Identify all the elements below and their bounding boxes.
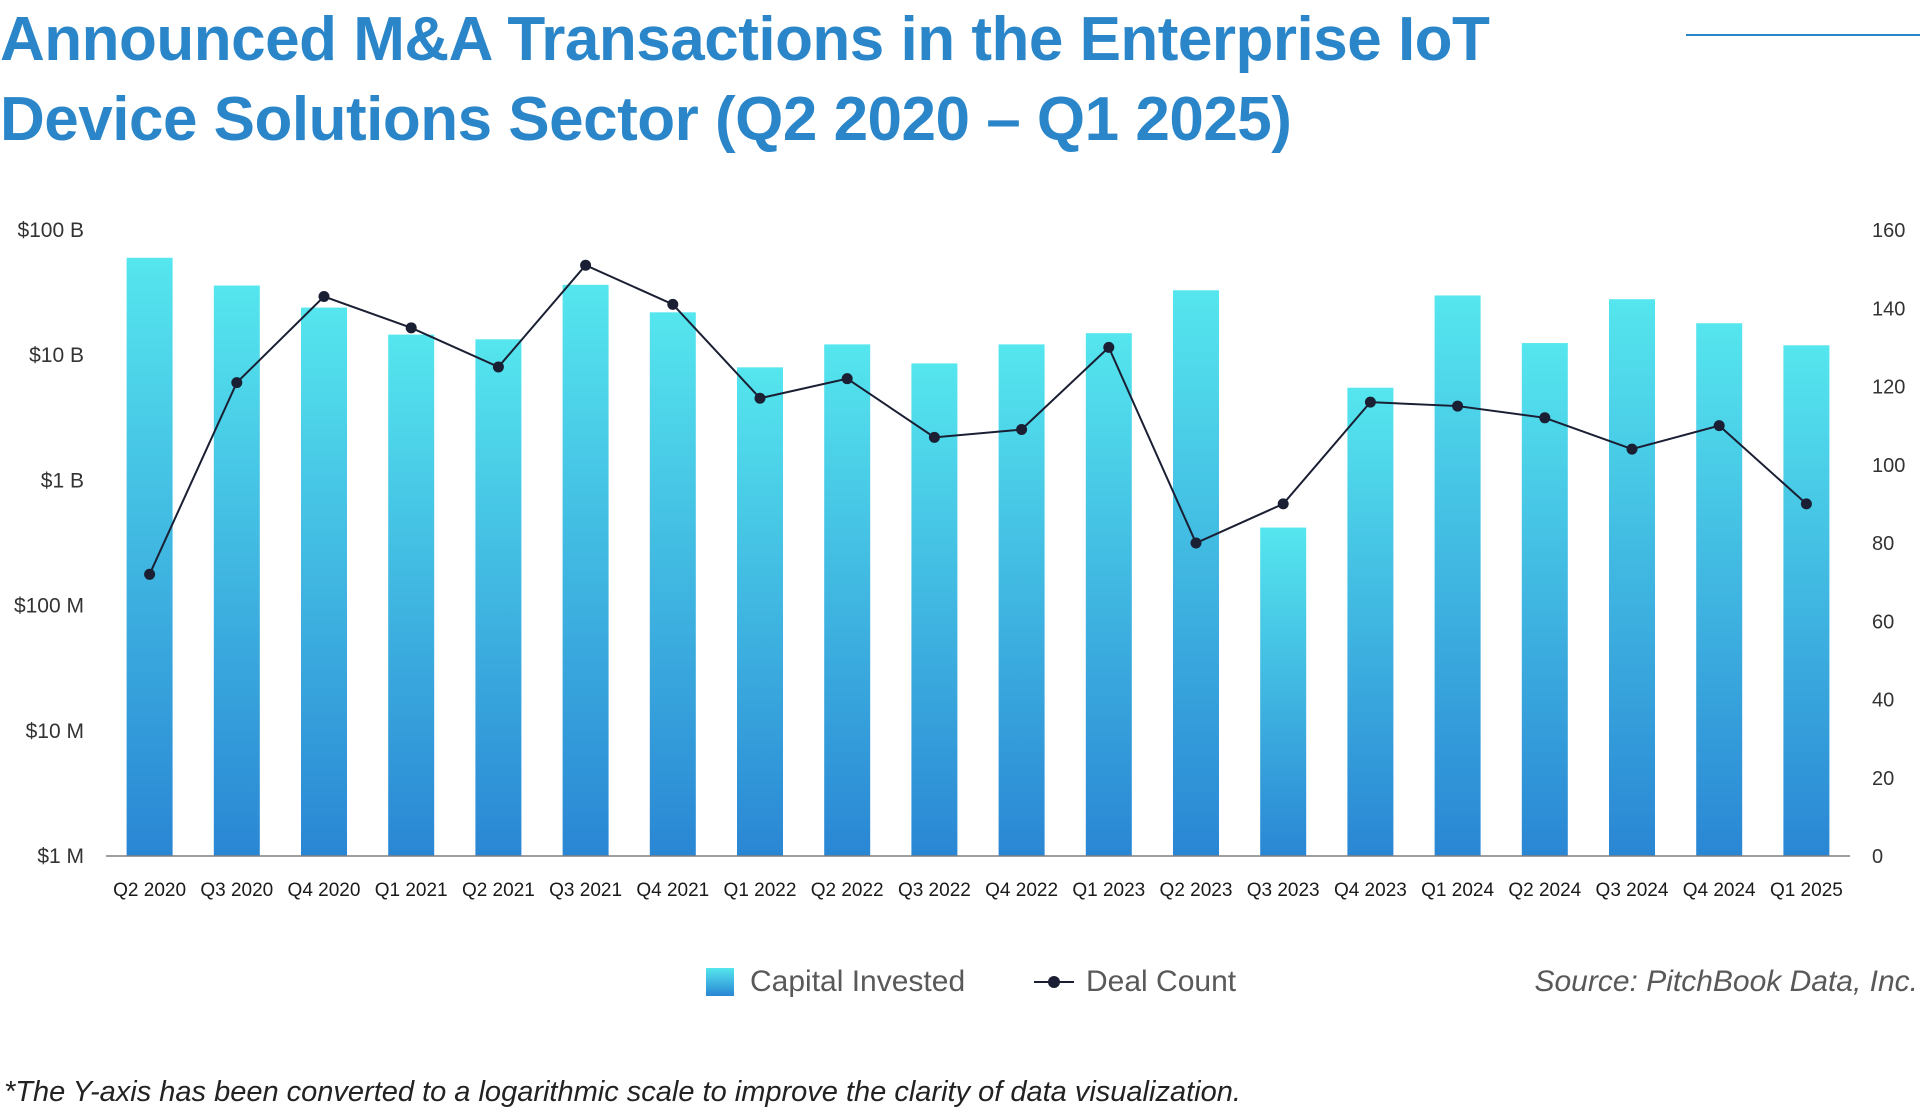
bar-q3-2021	[562, 284, 609, 857]
deal-point-q3-2024	[1626, 443, 1638, 455]
bar-q3-2020	[213, 285, 260, 857]
y2-tick-label: 0	[1872, 846, 1883, 868]
deal-point-q4-2023	[1364, 396, 1376, 408]
x-tick-label: Q4 2020	[288, 880, 361, 901]
x-tick-label: Q2 2022	[811, 880, 884, 901]
x-tick-label: Q1 2022	[724, 880, 797, 901]
x-tick-label: Q3 2021	[549, 880, 622, 901]
bar-q2-2021	[475, 339, 522, 856]
deal-point-q4-2024	[1713, 420, 1725, 432]
deal-point-q2-2021	[492, 361, 504, 373]
x-tick-label: Q1 2023	[1072, 880, 1145, 901]
y2-tick-label: 40	[1872, 690, 1894, 712]
y-tick-label: $10 M	[26, 720, 84, 743]
x-tick-label: Q1 2025	[1770, 880, 1843, 901]
bar-q2-2022	[824, 344, 871, 856]
y2-tick-label: 20	[1872, 768, 1894, 790]
x-tick-label: Q3 2020	[200, 880, 273, 901]
x-tick-label: Q4 2024	[1683, 880, 1756, 901]
bar-q4-2024	[1696, 323, 1743, 856]
combo-chart: $1 M $10 M $100 M $1 B $10 B $100 B 0 20 40 60 80…	[14, 219, 1905, 901]
bar-q4-2023	[1347, 387, 1394, 856]
legend-label-capital-invested: Capital Invested	[750, 965, 966, 998]
x-tick-label: Q2 2020	[113, 880, 186, 901]
x-tick-label: Q4 2021	[636, 880, 709, 901]
y-tick-label: $1 M	[37, 845, 84, 868]
y2-tick-label: 140	[1872, 298, 1905, 320]
legend-label-deal-count: Deal Count	[1086, 965, 1237, 998]
deal-count-line	[148, 263, 1808, 575]
deal-point-q1-2022	[754, 392, 766, 404]
y2-tick-label: 60	[1872, 611, 1894, 633]
capital-invested-swatch	[706, 968, 734, 996]
deal-count-marker-icon	[1034, 976, 1074, 988]
legend-deal-count: Deal Count	[1034, 962, 1236, 1002]
x-tick-label: Q4 2023	[1334, 880, 1407, 901]
title-rule	[1686, 34, 1920, 36]
x-tick-label: Q3 2024	[1596, 880, 1669, 901]
x-tick-label: Q3 2022	[898, 880, 971, 901]
source-note: Source: PitchBook Data, Inc.	[1534, 965, 1918, 998]
deal-point-q4-2021	[667, 298, 679, 310]
y2-tick-label: 160	[1872, 220, 1905, 242]
x-axis: Q2 2020 Q3 2020 Q4 2020 Q1 2021 Q2 2021 Q3 20…	[113, 880, 1843, 901]
y2-tick-label: 120	[1872, 377, 1905, 399]
y-tick-label: $1 B	[41, 469, 84, 492]
deal-point-q1-2025	[1800, 498, 1812, 510]
bar-q3-2022	[911, 363, 958, 856]
deal-point-q2-2023	[1190, 537, 1202, 549]
y2-tick-label: 100	[1872, 455, 1905, 477]
bar-q1-2024	[1434, 295, 1481, 856]
bar-q3-2023	[1260, 527, 1307, 856]
legend-capital-invested: Capital Invested	[706, 962, 965, 1002]
y-tick-label: $100 M	[14, 595, 84, 618]
bar-q2-2023	[1173, 290, 1219, 856]
bar-q1-2021	[388, 334, 435, 856]
deal-point-q2-2020	[144, 568, 156, 580]
bar-q4-2022	[998, 344, 1045, 856]
deal-point-q1-2023	[1103, 341, 1115, 353]
bar-q1-2023	[1085, 333, 1132, 856]
x-tick-label: Q1 2024	[1421, 880, 1494, 901]
y-tick-label: $100 B	[17, 219, 84, 242]
deal-point-q3-2023	[1277, 498, 1289, 510]
right-y-axis: 0 20 40 60 80 100 120 140 160	[1872, 220, 1905, 868]
bar-q1-2022	[737, 367, 783, 856]
deal-point-q2-2024	[1539, 412, 1551, 424]
x-tick-label: Q1 2021	[375, 880, 448, 901]
chart-title: Announced M&A Transactions in the Enterp…	[0, 5, 1490, 154]
x-tick-label: Q3 2023	[1247, 880, 1320, 901]
deal-point-q3-2020	[231, 377, 243, 389]
x-tick-label: Q2 2023	[1160, 880, 1233, 901]
deal-point-q4-2022	[1016, 424, 1028, 436]
bar-q3-2024	[1609, 299, 1655, 856]
deal-point-q1-2024	[1452, 400, 1464, 412]
y-tick-label: $10 B	[29, 344, 84, 367]
bar-series	[126, 257, 1830, 857]
bar-q4-2020	[301, 307, 347, 856]
deal-point-q3-2022	[928, 431, 940, 443]
deal-point-q2-2022	[841, 373, 853, 385]
x-tick-label: Q2 2024	[1508, 880, 1581, 901]
bar-q2-2024	[1521, 343, 1568, 856]
bar-q4-2021	[649, 312, 696, 856]
deal-point-q4-2020	[318, 291, 330, 303]
deal-point-q1-2021	[405, 322, 417, 334]
y2-tick-label: 80	[1872, 533, 1894, 555]
x-tick-label: Q2 2021	[462, 880, 535, 901]
bar-q1-2025	[1783, 345, 1830, 856]
bar-q2-2020	[126, 257, 173, 856]
footnote: *The Y-axis has been converted to a loga…	[4, 1076, 1241, 1108]
deal-point-q3-2021	[580, 259, 592, 271]
deal-count-points	[144, 259, 1812, 580]
left-y-axis: $1 M $10 M $100 M $1 B $10 B $100 B	[14, 219, 84, 868]
x-tick-label: Q4 2022	[985, 880, 1058, 901]
